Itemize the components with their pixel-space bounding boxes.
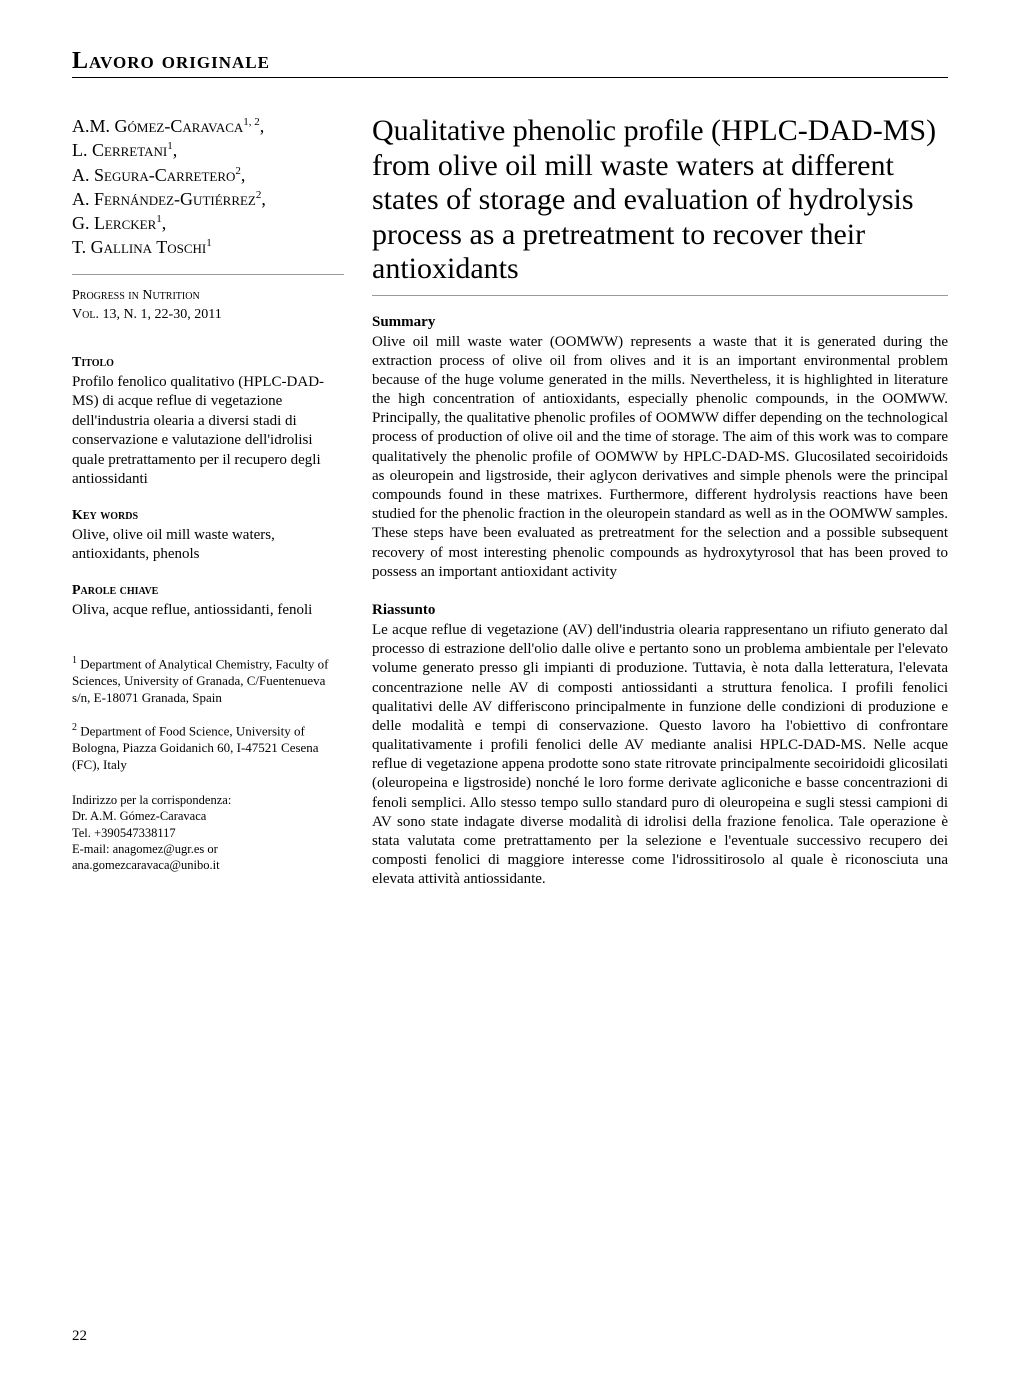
affiliation-2: 2 Department of Food Science, University… (72, 721, 344, 774)
left-column: A.M. Gómez-Caravaca1, 2,L. Cerretani1,A.… (72, 114, 344, 910)
riassunto-heading: Riassunto (372, 602, 948, 619)
authors: A.M. Gómez-Caravaca1, 2,L. Cerretani1,A.… (72, 114, 344, 260)
article-title: Qualitative phenolic profile (HPLC-DAD-M… (372, 114, 948, 287)
affiliation-1: 1 Department of Analytical Chemistry, Fa… (72, 654, 344, 707)
summary-text: Olive oil mill waste water (OOMWW) repre… (372, 333, 948, 582)
section-header: Lavoro originale (72, 48, 948, 75)
correspondence: Indirizzo per la corrispondenza: Dr. A.M… (72, 792, 344, 873)
header-rule (72, 77, 948, 78)
titolo-text: Profilo fenolico qualitativo (HPLC-DAD-M… (72, 373, 344, 490)
two-column-layout: A.M. Gómez-Caravaca1, 2,L. Cerretani1,A.… (72, 114, 948, 910)
page-number: 22 (72, 1328, 87, 1345)
parole-text: Oliva, acque reflue, antiossidanti, feno… (72, 601, 344, 621)
keywords-heading: Key words (72, 508, 344, 524)
title-rule (372, 295, 948, 296)
titolo-heading: Titolo (72, 355, 344, 371)
right-column: Qualitative phenolic profile (HPLC-DAD-M… (372, 114, 948, 910)
corr-name: Dr. A.M. Gómez-Caravaca (72, 808, 344, 824)
publication-info: Progress in Nutrition Vol. 13, N. 1, 22-… (72, 287, 344, 325)
parole-heading: Parole chiave (72, 583, 344, 599)
keywords-text: Olive, olive oil mill waste waters, anti… (72, 526, 344, 565)
journal-name: Progress in Nutrition (72, 287, 344, 306)
volume-info: Vol. 13, N. 1, 22-30, 2011 (72, 306, 344, 325)
corr-email: E-mail: anagomez@ugr.es or ana.gomezcara… (72, 841, 344, 874)
side-rule (72, 274, 344, 275)
corr-heading: Indirizzo per la corrispondenza: (72, 792, 344, 808)
corr-tel: Tel. +390547338117 (72, 825, 344, 841)
riassunto-text: Le acque reflue di vegetazione (AV) dell… (372, 621, 948, 890)
summary-heading: Summary (372, 314, 948, 331)
